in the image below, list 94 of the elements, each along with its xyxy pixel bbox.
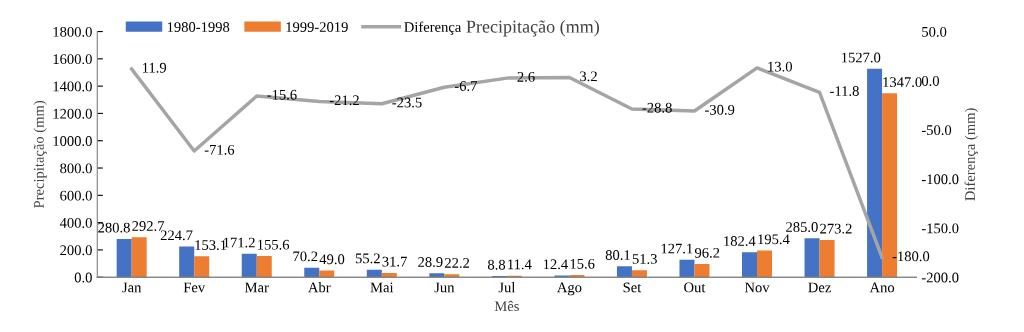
- data-label: 273.2: [820, 223, 852, 234]
- x-tick-label: Dez: [808, 282, 831, 293]
- bar: [256, 255, 272, 278]
- y2-tick-label: -50.0: [921, 125, 952, 136]
- y-tick-label: 0.0: [74, 272, 92, 283]
- x-tick-label: Jul: [498, 282, 516, 293]
- y-tick-label: 600.0: [60, 190, 92, 201]
- bar: [694, 264, 710, 278]
- data-label: 28.9: [418, 257, 443, 267]
- legend-label: 1980-1998: [167, 22, 230, 32]
- y-tick-label: 1000.0: [53, 136, 92, 146]
- bar: [804, 238, 820, 278]
- data-label: -30.9: [705, 104, 735, 115]
- bar: [631, 270, 647, 278]
- x-tick-label: Jan: [122, 282, 142, 293]
- bar: [569, 275, 585, 278]
- y-tick-label: 800.0: [60, 163, 92, 174]
- bar: [867, 68, 883, 278]
- x-axis-title: Mês: [494, 300, 519, 312]
- data-label: 182.4: [724, 236, 756, 247]
- data-label: -15.6: [267, 89, 297, 100]
- data-label: 8.8: [487, 259, 506, 270]
- y2-tick-label: -200.0: [921, 272, 959, 283]
- bar: [241, 253, 257, 278]
- bar: [304, 267, 320, 278]
- legend-label: 1999-2019: [286, 22, 348, 32]
- data-label: 292.7: [132, 221, 165, 231]
- data-label: 1527.0: [842, 52, 881, 63]
- x-tick-label: Mai: [370, 282, 394, 293]
- data-label: 2.6: [517, 71, 535, 82]
- chart-title: Precipitação (mm): [466, 20, 599, 37]
- x-tick-label: Ano: [869, 282, 895, 293]
- bar: [444, 274, 460, 278]
- y-tick-label: 1800.0: [53, 26, 92, 37]
- data-label: 3.2: [580, 71, 597, 82]
- data-label: -71.6: [204, 144, 235, 155]
- bar: [616, 266, 632, 278]
- y2-tick-label: 50.0: [922, 26, 947, 37]
- data-label: 127.1: [661, 243, 693, 254]
- data-label: 155.6: [258, 239, 290, 250]
- bar: [194, 256, 210, 278]
- bar: [742, 252, 758, 278]
- data-label: 195.4: [758, 234, 790, 245]
- x-tick-label: Jun: [434, 282, 455, 293]
- data-label: 15.6: [570, 258, 595, 269]
- data-label: 12.4: [543, 259, 568, 270]
- bar: [179, 246, 195, 278]
- y-tick-label: 1400.0: [53, 81, 92, 92]
- y-axis-title: Precipitação (mm): [33, 100, 47, 209]
- data-label: 55.2: [355, 253, 380, 264]
- y-tick-label: 1600.0: [53, 54, 92, 65]
- y2-axis-title: Diferença (mm): [964, 108, 978, 201]
- data-label: -11.8: [830, 86, 859, 96]
- y2-tick-label: -150.0: [921, 223, 959, 234]
- x-tick-label: Mar: [245, 282, 269, 293]
- data-label: 1347.0: [883, 77, 922, 88]
- bar: [131, 237, 147, 278]
- bar: [819, 239, 835, 278]
- bar: [381, 272, 397, 278]
- data-label: 11.9: [142, 62, 167, 73]
- data-label: -28.8: [642, 102, 672, 113]
- data-label: -21.2: [329, 95, 359, 106]
- y2-tick-label: -100.0: [921, 174, 959, 185]
- data-label: 31.7: [382, 256, 407, 267]
- bar: [757, 250, 773, 278]
- data-label: 11.4: [508, 259, 532, 270]
- data-label: 224.7: [160, 230, 193, 241]
- bar: [429, 273, 445, 278]
- bar: [366, 269, 382, 278]
- data-label: 285.0: [786, 222, 818, 233]
- data-label: 49.0: [319, 254, 345, 265]
- data-label: 51.3: [632, 254, 657, 264]
- y2-tick-label: 0.0: [921, 76, 940, 86]
- data-label: 70.2: [293, 251, 318, 262]
- y-tick-label: 400.0: [59, 217, 92, 228]
- x-tick-label: Nov: [744, 282, 770, 293]
- bar: [679, 259, 695, 278]
- data-label: 13.0: [768, 61, 792, 72]
- bar: [319, 270, 335, 278]
- data-label: -23.5: [392, 97, 422, 108]
- x-tick-label: Set: [623, 282, 642, 293]
- x-tick-label: Ago: [557, 282, 582, 296]
- data-label: 22.2: [444, 258, 470, 268]
- data-label: 96.2: [694, 247, 720, 258]
- legend-label: Diferença: [404, 21, 462, 35]
- y-tick-label: 1200.0: [53, 108, 92, 119]
- data-label: -6.7: [454, 81, 478, 91]
- x-tick-label: Out: [684, 282, 706, 293]
- data-label: 80.1: [605, 250, 630, 260]
- data-label: 280.8: [98, 222, 130, 233]
- x-tick-label: Abr: [308, 282, 331, 293]
- bar: [116, 238, 132, 278]
- x-tick-label: Fev: [183, 282, 206, 293]
- y-tick-label: 200.0: [60, 245, 92, 256]
